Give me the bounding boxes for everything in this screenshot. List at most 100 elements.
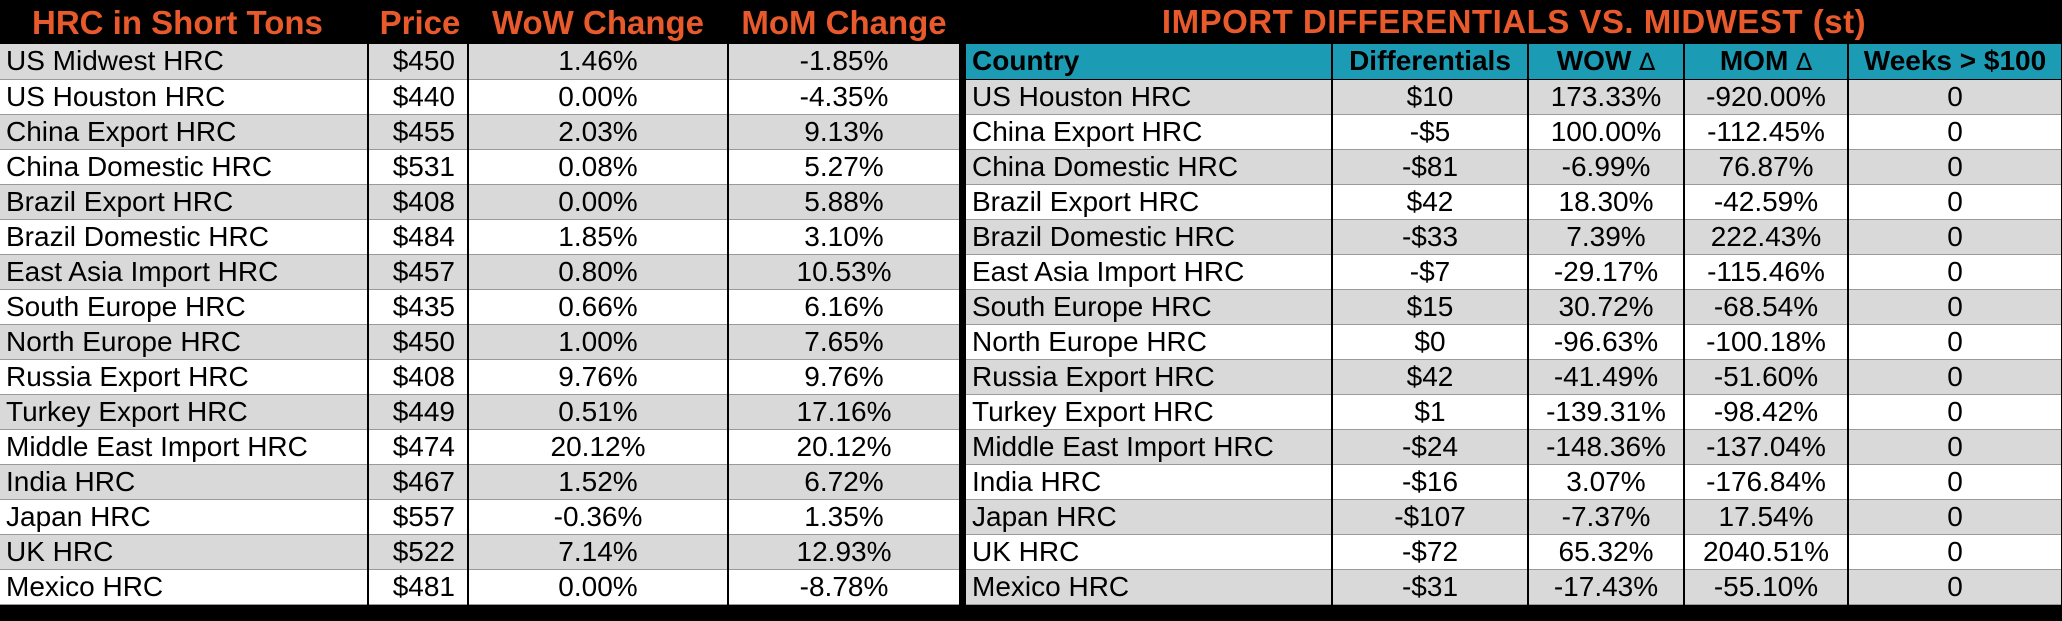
- differential-row: China Export HRC -$5 100.00% -112.45% 0: [966, 114, 2062, 150]
- hrc-price-cell: 0.00%: [468, 569, 729, 605]
- hrc-price-cell: 12.93%: [728, 534, 961, 570]
- wow-label: WOW: [1556, 45, 1632, 77]
- differential-cell: 30.72%: [1528, 289, 1685, 325]
- hrc-price-cell: $484: [368, 219, 469, 255]
- differential-cell: India HRC: [966, 464, 1333, 500]
- hrc-price-cell: $531: [368, 149, 469, 185]
- hrc-price-cell: Turkey Export HRC: [0, 394, 369, 430]
- differential-cell: $0: [1332, 324, 1529, 360]
- differential-row: Brazil Export HRC $42 18.30% -42.59% 0: [966, 184, 2062, 220]
- differential-cell: 0: [1848, 499, 2062, 535]
- differential-cell: -$33: [1332, 219, 1529, 255]
- differential-cell: 0: [1848, 219, 2062, 255]
- hrc-price-cell: 9.76%: [468, 359, 729, 395]
- column-header-differentials: Differentials: [1332, 44, 1529, 80]
- differentials-column-header-row: Country Differentials WOW ∆ MOM ∆ Weeks …: [966, 44, 2062, 80]
- hrc-price-cell: 1.52%: [468, 464, 729, 500]
- differential-cell: $42: [1332, 184, 1529, 220]
- hrc-price-cell: $474: [368, 429, 469, 465]
- hrc-price-cell: East Asia Import HRC: [0, 254, 369, 290]
- column-header-weeks-over-100: Weeks > $100: [1848, 44, 2062, 80]
- header-price: Price: [379, 4, 461, 41]
- hrc-price-cell: $522: [368, 534, 469, 570]
- column-header-mom: MOM ∆: [1684, 44, 1849, 80]
- differential-cell: 76.87%: [1684, 149, 1849, 185]
- differential-cell: 0: [1848, 289, 2062, 325]
- hrc-price-cell: 1.35%: [728, 499, 961, 535]
- differential-cell: 222.43%: [1684, 219, 1849, 255]
- hrc-price-cell: -1.85%: [728, 44, 961, 80]
- differential-cell: -115.46%: [1684, 254, 1849, 290]
- hrc-price-cell: -0.36%: [468, 499, 729, 535]
- hrc-price-row: UK HRC $522 7.14% 12.93%: [0, 534, 961, 570]
- differential-cell: -17.43%: [1528, 569, 1685, 605]
- differential-row: North Europe HRC $0 -96.63% -100.18% 0: [966, 324, 2062, 360]
- differential-cell: -$5: [1332, 114, 1529, 150]
- hrc-price-cell: 7.14%: [468, 534, 729, 570]
- hrc-price-row: East Asia Import HRC $457 0.80% 10.53%: [0, 254, 961, 290]
- differential-cell: -100.18%: [1684, 324, 1849, 360]
- hrc-prices-panel: HRC in Short Tons Price WoW Change MoM C…: [0, 0, 961, 621]
- hrc-price-row: Brazil Export HRC $408 0.00% 5.88%: [0, 184, 961, 220]
- differential-row: Turkey Export HRC $1 -139.31% -98.42% 0: [966, 394, 2062, 430]
- hrc-price-cell: -4.35%: [728, 79, 961, 115]
- hrc-price-cell: 10.53%: [728, 254, 961, 290]
- hrc-prices-table: US Midwest HRC $450 1.46% -1.85% US Houston …: [0, 44, 961, 605]
- differential-cell: UK HRC: [966, 534, 1333, 570]
- differential-row: India HRC -$16 3.07% -176.84% 0: [966, 464, 2062, 500]
- differential-cell: 2040.51%: [1684, 534, 1849, 570]
- import-differentials-title: IMPORT DIFFERENTIALS VS. MIDWEST (st): [966, 0, 2062, 44]
- column-header-country: Country: [966, 44, 1333, 80]
- differential-cell: -139.31%: [1528, 394, 1685, 430]
- differential-cell: Turkey Export HRC: [966, 394, 1333, 430]
- hrc-price-cell: Middle East Import HRC: [0, 429, 369, 465]
- hrc-price-cell: Russia Export HRC: [0, 359, 369, 395]
- differential-cell: -6.99%: [1528, 149, 1685, 185]
- hrc-price-row: Brazil Domestic HRC $484 1.85% 3.10%: [0, 219, 961, 255]
- hrc-price-cell: 2.03%: [468, 114, 729, 150]
- hrc-price-cell: South Europe HRC: [0, 289, 369, 325]
- differential-cell: 0: [1848, 569, 2062, 605]
- hrc-price-cell: India HRC: [0, 464, 369, 500]
- hrc-price-cell: North Europe HRC: [0, 324, 369, 360]
- hrc-price-cell: 17.16%: [728, 394, 961, 430]
- differential-cell: -$72: [1332, 534, 1529, 570]
- differential-row: China Domestic HRC -$81 -6.99% 76.87% 0: [966, 149, 2062, 185]
- differential-cell: -$31: [1332, 569, 1529, 605]
- hrc-price-cell: 20.12%: [468, 429, 729, 465]
- differential-cell: 17.54%: [1684, 499, 1849, 535]
- differential-cell: -29.17%: [1528, 254, 1685, 290]
- hrc-price-cell: US Houston HRC: [0, 79, 369, 115]
- hrc-price-cell: 0.51%: [468, 394, 729, 430]
- hrc-price-cell: $557: [368, 499, 469, 535]
- hrc-price-row: Russia Export HRC $408 9.76% 9.76%: [0, 359, 961, 395]
- hrc-price-cell: 0.08%: [468, 149, 729, 185]
- differential-cell: 65.32%: [1528, 534, 1685, 570]
- differential-cell: 3.07%: [1528, 464, 1685, 500]
- differential-cell: East Asia Import HRC: [966, 254, 1333, 290]
- hrc-price-cell: 0.80%: [468, 254, 729, 290]
- differential-cell: 18.30%: [1528, 184, 1685, 220]
- delta-symbol: ∆: [1639, 48, 1656, 77]
- hrc-price-cell: 0.66%: [468, 289, 729, 325]
- differential-cell: 0: [1848, 534, 2062, 570]
- hrc-price-cell: -8.78%: [728, 569, 961, 605]
- import-differentials-table: Country Differentials WOW ∆ MOM ∆ Weeks …: [966, 44, 2062, 605]
- differential-cell: $10: [1332, 79, 1529, 115]
- hrc-price-cell: US Midwest HRC: [0, 44, 369, 80]
- hrc-price-cell: $467: [368, 464, 469, 500]
- differential-cell: South Europe HRC: [966, 289, 1333, 325]
- differential-row: Middle East Import HRC -$24 -148.36% -137.0…: [966, 429, 2062, 465]
- differential-cell: -68.54%: [1684, 289, 1849, 325]
- differential-cell: $1: [1332, 394, 1529, 430]
- differential-cell: 0: [1848, 359, 2062, 395]
- differential-cell: 0: [1848, 79, 2062, 115]
- hrc-price-row: Mexico HRC $481 0.00% -8.78%: [0, 569, 961, 605]
- hrc-price-row: Middle East Import HRC $474 20.12% 20.12%: [0, 429, 961, 465]
- hrc-price-row: China Domestic HRC $531 0.08% 5.27%: [0, 149, 961, 185]
- differential-cell: 100.00%: [1528, 114, 1685, 150]
- differential-cell: -96.63%: [1528, 324, 1685, 360]
- import-differentials-panel: IMPORT DIFFERENTIALS VS. MIDWEST (st) Co…: [966, 0, 2062, 621]
- differential-cell: $15: [1332, 289, 1529, 325]
- hrc-price-cell: 1.85%: [468, 219, 729, 255]
